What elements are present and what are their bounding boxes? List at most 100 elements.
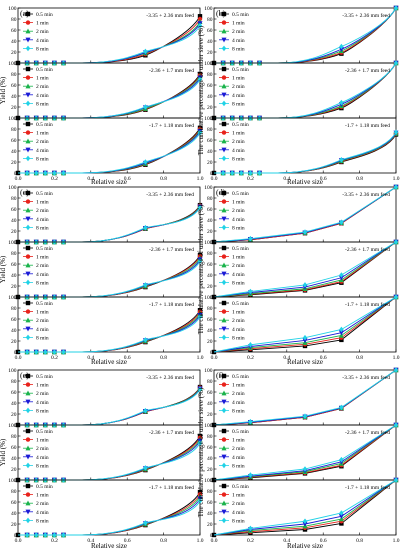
x-tick-label: 0.0 (211, 355, 218, 361)
y-tick-label: 60 (207, 317, 213, 323)
legend-label: 8 min (36, 408, 49, 414)
y-tick-label: 0 (210, 478, 213, 484)
feed-label: -2.36 + 1.7 mm feed (149, 67, 194, 74)
y-tick-label: 60 (11, 138, 17, 144)
data-point (61, 532, 66, 538)
y-tick-label: 100 (8, 368, 17, 374)
legend-label: 2 min (36, 263, 49, 269)
y-tick-label: 80 (11, 434, 17, 440)
legend-label: 8 min (36, 518, 49, 524)
y-tick-label: 60 (207, 445, 213, 451)
legend-marker (221, 138, 227, 144)
y-tick-label: 100 (8, 240, 17, 246)
legend-label: 0.5 min (232, 374, 249, 380)
legend-marker (25, 373, 31, 379)
y-tick-label: 40 (207, 218, 213, 224)
legend-label: 1 min (36, 383, 49, 389)
feed-label: -2.36 + 1.7 mm feed (345, 67, 390, 74)
y-tick-label: 0 (14, 533, 17, 539)
legend: 0.5 min 1 min 2 min 4 min 8 min (23, 373, 53, 414)
data-point (43, 349, 48, 355)
feed-label: -2.36 + 1.7 mm feed (345, 429, 390, 436)
y-tick-label: 0 (14, 171, 17, 177)
x-tick-label: 0.6 (124, 176, 131, 182)
y-tick-label: 40 (11, 511, 17, 517)
y-tick-label: 80 (207, 306, 213, 312)
x-tick-label: 0.2 (247, 176, 254, 182)
legend-label: 4 min (36, 400, 49, 406)
x-tick-label: 0.4 (87, 176, 94, 182)
y-tick-label: 0 (210, 533, 213, 539)
legend-marker (221, 462, 227, 469)
data-point (338, 275, 344, 281)
legend-marker (221, 207, 227, 213)
y-tick-label: 100 (204, 295, 213, 301)
legend-label: 1 min (36, 493, 49, 499)
legend-marker (221, 334, 227, 341)
y-axis-label: Yield (%) (0, 255, 7, 283)
data-point (393, 422, 399, 428)
y-tick-label: 20 (207, 229, 213, 235)
y-tick-label: 40 (11, 39, 17, 45)
legend-marker (221, 390, 227, 396)
data-point (393, 60, 399, 66)
feed-label: -3.35 + 2.36 mm feed (146, 191, 194, 198)
x-tick-label: 0.8 (356, 176, 363, 182)
legend-label: 2 min (36, 84, 49, 90)
y-tick-label: 0 (14, 240, 17, 246)
feed-label: -3.35 + 2.36 mm feed (342, 12, 390, 19)
y-tick-label: 100 (204, 478, 213, 484)
legend-marker (221, 75, 227, 80)
legend-marker (221, 407, 227, 414)
x-tick-label: 1.0 (197, 355, 204, 361)
subplot: 0 20 40 60 80 100 0.5 min 1 min 2 min 4 min 8 min -… (204, 184, 399, 246)
x-tick-label: 0.0 (211, 176, 218, 182)
legend-marker (25, 428, 31, 434)
legend-label: 4 min (232, 510, 245, 516)
subplot: 0 20 40 60 80 100 0.5 min 1 min 2 min 4 min 8 min -… (204, 422, 399, 484)
legend-marker (25, 262, 31, 268)
legend-marker (25, 216, 31, 222)
y-tick-label: 20 (207, 412, 213, 418)
y-tick-label: 60 (11, 390, 17, 396)
data-point (34, 170, 39, 176)
y-tick-label: 0 (210, 240, 213, 246)
subplot: 0 20 40 60 80 100 0.5 min 1 min 2 min 4 min 8 min -… (204, 239, 399, 301)
legend-marker (25, 207, 31, 213)
data-point (248, 525, 253, 532)
data-point (302, 518, 308, 525)
y-tick-label: 60 (207, 138, 213, 144)
legend-label: 8 min (232, 156, 245, 162)
y-tick-label: 60 (207, 83, 213, 89)
y-tick-label: 40 (11, 456, 17, 462)
plot-frame (17, 479, 201, 536)
legend-marker (221, 28, 227, 34)
legend: 0.5 min 1 min 2 min 4 min 8 min (23, 300, 53, 341)
data-point (197, 76, 203, 83)
legend-marker (221, 83, 227, 89)
legend-marker (221, 37, 227, 43)
feed-label: -1.7 + 1.18 mm feed (149, 484, 194, 491)
y-tick-label: 60 (11, 83, 17, 89)
panel-label: (b) (216, 9, 226, 18)
legend-marker (221, 45, 227, 52)
y-tick-label: 100 (8, 185, 17, 191)
y-tick-label: 0 (210, 61, 213, 67)
legend-marker (25, 454, 31, 460)
x-tick-label: 0.8 (356, 355, 363, 361)
legend-label: 2 min (36, 29, 49, 35)
panel-label: (a) (20, 9, 29, 18)
legend-label: 1 min (36, 255, 49, 261)
legend-label: 1 min (36, 21, 49, 27)
legend-marker (221, 373, 227, 379)
subplot: 0 20 40 60 80 100 0.5 min 1 min 2 min 4 min 8 min -… (8, 61, 203, 122)
legend-label: 4 min (36, 93, 49, 99)
y-tick-label: 40 (207, 94, 213, 100)
subplot: 0 20 40 60 80 100 0.5 min 1 min 2 min 4 min 8 min -… (204, 116, 399, 177)
legend-marker (25, 20, 31, 25)
data-point (197, 16, 203, 22)
data-point (393, 184, 399, 190)
data-point (393, 477, 399, 483)
feed-label: -2.36 + 1.7 mm feed (149, 246, 194, 253)
legend-label: 4 min (232, 272, 245, 278)
